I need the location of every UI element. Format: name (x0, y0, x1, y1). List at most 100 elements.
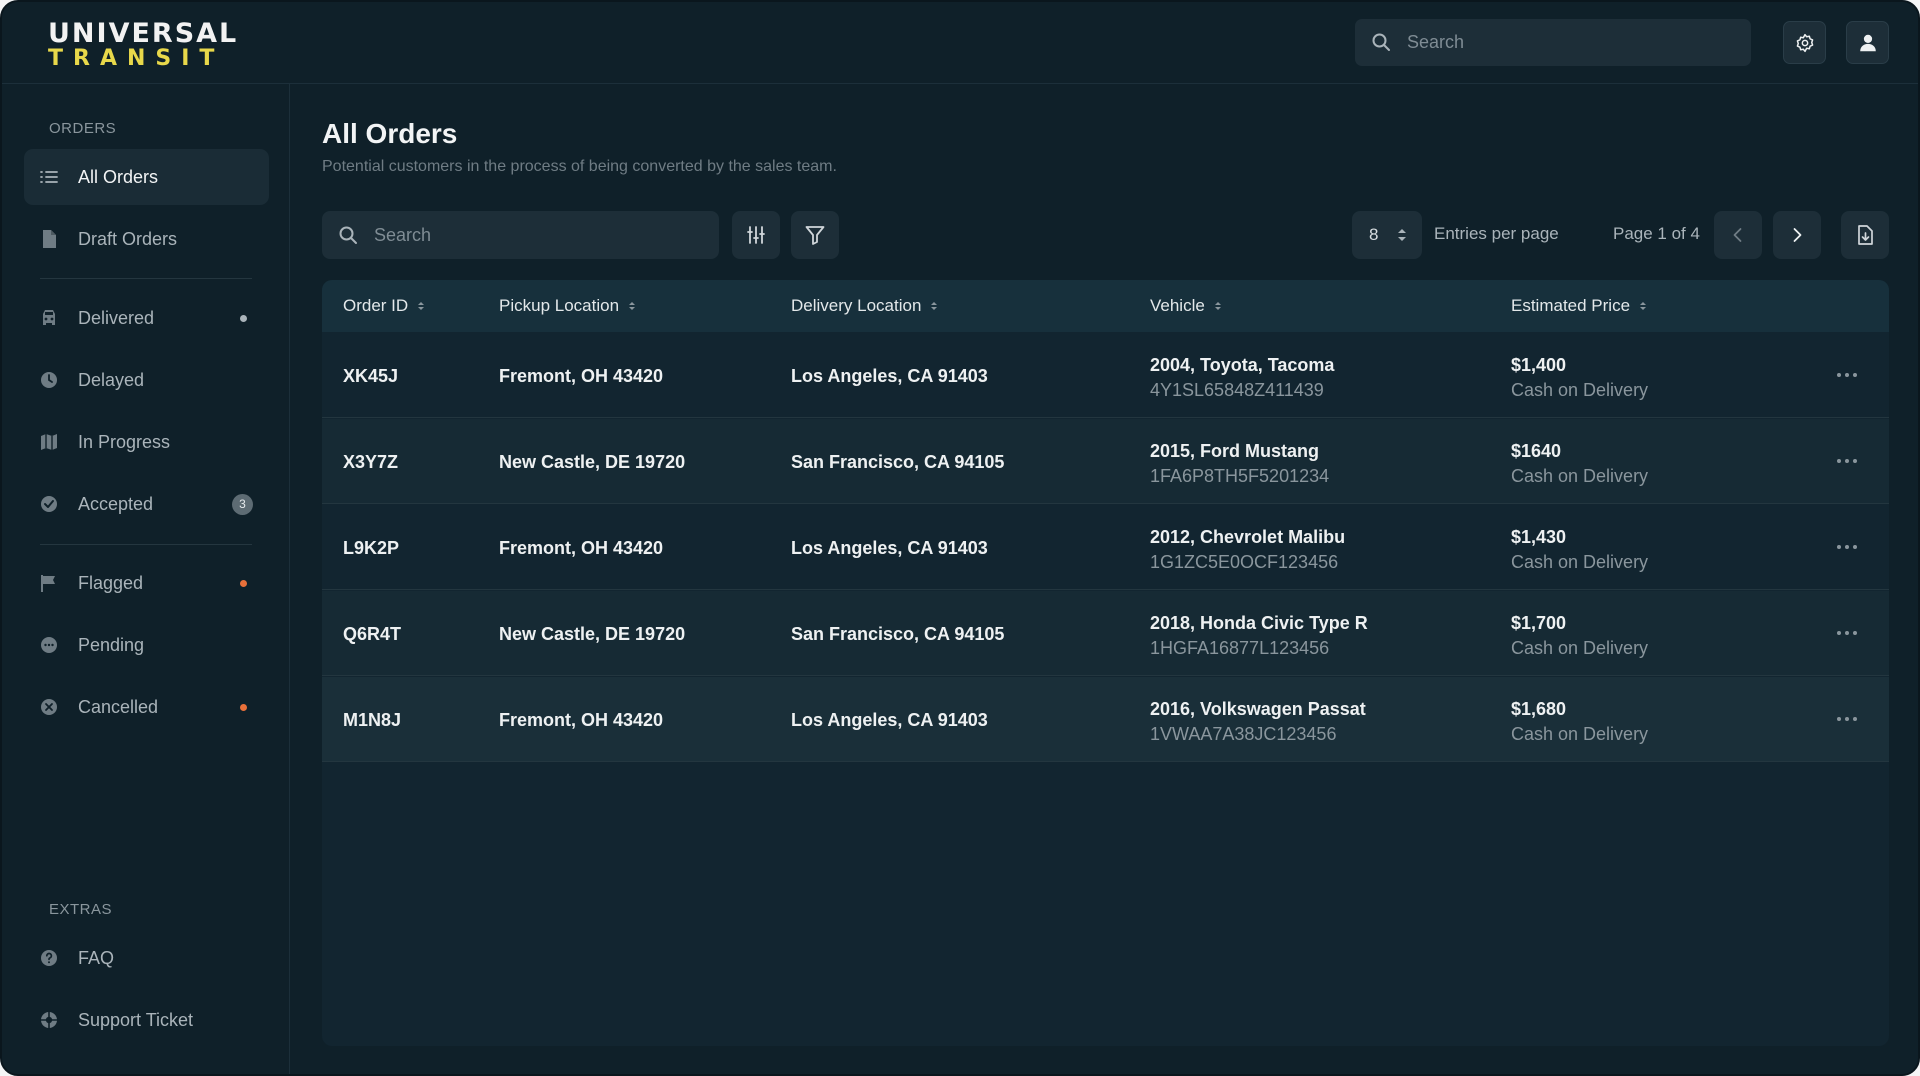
help-icon (38, 947, 60, 969)
extras-section-label: EXTRAS (49, 901, 113, 918)
top-bar: UNIVERSAL TRANSIT (2, 2, 1918, 84)
sidebar-item-label: Draft Orders (78, 228, 178, 249)
orders-search-input[interactable] (374, 211, 704, 259)
x-circle-icon (38, 696, 60, 718)
payment-method: Cash on Delivery (1511, 466, 1649, 486)
sort-arrows-icon (1398, 229, 1406, 241)
orders-search[interactable] (322, 211, 719, 259)
settings-button[interactable] (1783, 21, 1826, 64)
chevron-left-icon (1733, 228, 1742, 242)
filter-icon (805, 226, 825, 245)
entries-per-page-select[interactable]: 8 (1352, 211, 1422, 259)
columns-settings-button[interactable] (732, 211, 780, 259)
sidebar-item-flagged[interactable]: Flagged (24, 555, 269, 611)
delivery-location: Los Angeles, CA 91403 (791, 366, 988, 386)
global-search-input[interactable] (1407, 19, 1737, 66)
column-header-delivery-location[interactable]: Delivery Location (791, 296, 938, 316)
sidebar-item-label: FAQ (78, 947, 115, 968)
brand-logo[interactable]: UNIVERSAL TRANSIT (48, 20, 248, 70)
order-id: XK45J (343, 366, 399, 386)
vehicle-name: 2016, Volkswagen Passat (1150, 699, 1366, 719)
flag-icon (38, 572, 60, 594)
vehicle-vin: 1FA6P8TH5F5201234 (1150, 466, 1330, 486)
row-actions-menu-icon[interactable] (1837, 717, 1857, 721)
sidebar-item-label: Flagged (78, 572, 144, 593)
sidebar-divider (40, 544, 252, 545)
delivery-location: San Francisco, CA 94105 (791, 452, 1005, 472)
row-actions-menu-icon[interactable] (1837, 459, 1857, 463)
sidebar-item-draft-orders[interactable]: Draft Orders (24, 211, 269, 267)
table-row[interactable]: L9K2P Fremont, OH 43420 Los Angeles, CA … (322, 505, 1889, 590)
export-button[interactable] (1841, 211, 1889, 259)
table-row[interactable]: XK45J Fremont, OH 43420 Los Angeles, CA … (322, 333, 1889, 418)
sidebar-item-in-progress[interactable]: In Progress (24, 414, 269, 470)
page-title: All Orders (322, 118, 458, 149)
column-header-order-id[interactable]: Order ID (343, 296, 425, 316)
chevron-right-icon (1793, 228, 1802, 242)
sort-icon (629, 302, 636, 310)
order-id: L9K2P (343, 538, 400, 558)
vehicle-name: 2004, Toyota, Tacoma (1150, 355, 1335, 375)
download-file-icon (1858, 225, 1873, 245)
check-circle-icon (38, 493, 60, 515)
table-row[interactable]: Q6R4T New Castle, DE 19720 San Francisco… (322, 591, 1889, 676)
sidebar-item-delivered[interactable]: Delivered (24, 290, 269, 346)
sidebar-item-label: Delivered (78, 307, 155, 328)
sidebar-item-label: Pending (78, 634, 145, 655)
lifebuoy-icon (38, 1009, 60, 1031)
gear-icon (1796, 33, 1813, 52)
sort-icon (418, 302, 425, 310)
map-icon (38, 431, 60, 453)
sidebar-item-delayed[interactable]: Delayed (24, 352, 269, 408)
sidebar-item-label: All Orders (78, 166, 159, 187)
column-header-pickup-location[interactable]: Pickup Location (499, 296, 636, 316)
profile-button[interactable] (1846, 21, 1889, 64)
orders-section-label: ORDERS (49, 120, 117, 137)
price-value: $1,700 (1511, 613, 1567, 633)
table-row[interactable]: X3Y7Z New Castle, DE 19720 San Francisco… (322, 419, 1889, 504)
column-header-estimated-price[interactable]: Estimated Price (1511, 296, 1647, 316)
sidebar-item-label: Delayed (78, 369, 145, 390)
list-icon (38, 166, 60, 188)
row-actions-menu-icon[interactable] (1837, 545, 1857, 549)
sidebar-item-faq[interactable]: FAQ (24, 930, 269, 986)
table-row[interactable]: M1N8J Fremont, OH 43420 Los Angeles, CA … (322, 677, 1889, 762)
brand-line2: TRANSIT (48, 46, 225, 71)
row-actions-menu-icon[interactable] (1837, 373, 1857, 377)
sidebar-item-label: Cancelled (78, 696, 159, 717)
payment-method: Cash on Delivery (1511, 380, 1649, 400)
main-content: All Orders Potential customers in the pr… (291, 84, 1918, 1074)
sort-icon (1214, 302, 1221, 310)
search-icon (1372, 33, 1390, 51)
sidebar-item-accepted[interactable]: Accepted 3 (24, 476, 269, 532)
count-badge: 3 (232, 493, 253, 515)
payment-method: Cash on Delivery (1511, 638, 1649, 658)
column-header-vehicle[interactable]: Vehicle (1150, 296, 1222, 316)
sidebar-item-support-ticket[interactable]: Support Ticket (24, 992, 269, 1048)
next-page-button[interactable] (1773, 211, 1821, 259)
column-label: Vehicle (1150, 296, 1205, 315)
document-icon (38, 228, 60, 250)
sidebar-item-cancelled[interactable]: Cancelled (24, 679, 269, 735)
vehicle-name: 2012, Chevrolet Malibu (1150, 527, 1346, 547)
vehicle-vin: 1VWAA7A38JC123456 (1150, 724, 1337, 744)
order-id: M1N8J (343, 710, 402, 730)
sidebar-item-pending[interactable]: Pending (24, 617, 269, 673)
column-label: Delivery Location (791, 296, 922, 315)
row-actions-menu-icon[interactable] (1837, 631, 1857, 635)
previous-page-button[interactable] (1714, 211, 1762, 259)
page-subtitle: Potential customers in the process of be… (322, 158, 837, 175)
payment-method: Cash on Delivery (1511, 724, 1649, 744)
filter-button[interactable] (791, 211, 839, 259)
global-search[interactable] (1355, 19, 1751, 66)
status-dot (240, 579, 247, 587)
ellipsis-circle-icon (38, 634, 60, 656)
user-icon (1859, 34, 1876, 51)
sort-icon (1640, 302, 1647, 310)
sidebar-item-all-orders[interactable]: All Orders (24, 149, 269, 205)
price-value: $1,430 (1511, 527, 1567, 547)
vehicle-vin: 1G1ZC5E0OCF123456 (1150, 552, 1339, 572)
vehicle-vin: 1HGFA16877L123456 (1150, 638, 1330, 658)
pickup-location: Fremont, OH 43420 (499, 710, 664, 730)
price-value: $1640 (1511, 441, 1562, 461)
